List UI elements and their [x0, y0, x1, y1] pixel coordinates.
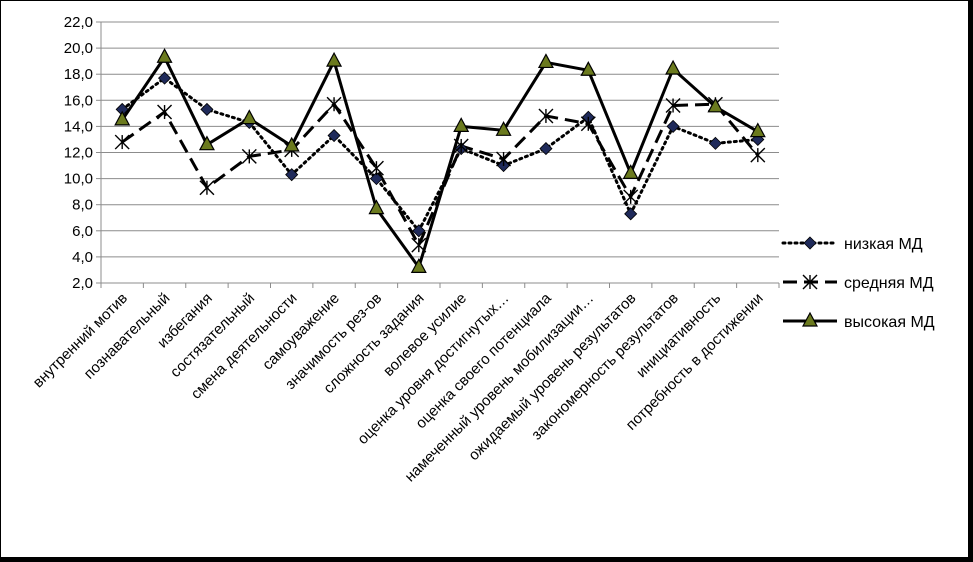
data-point-series-3	[622, 164, 639, 179]
data-point-series-1	[412, 224, 426, 238]
data-point-series-3	[707, 97, 724, 113]
data-point-series-2	[157, 104, 173, 120]
data-point-series-1	[327, 128, 341, 143]
data-point-series-3	[453, 117, 470, 132]
y-tick-label: 22,0	[64, 14, 93, 31]
series-line-2	[121, 101, 759, 249]
data-point-series-3	[368, 199, 385, 215]
data-point-series-2	[453, 138, 469, 154]
data-point-series-1	[200, 102, 214, 117]
legend-marker-3	[801, 311, 819, 327]
data-point-series-2	[580, 116, 596, 132]
data-point-series-2	[750, 147, 766, 163]
data-point-series-2	[199, 180, 215, 196]
data-point-series-1	[369, 172, 384, 186]
data-point-series-3	[749, 122, 766, 138]
y-tick-label: 20,0	[64, 40, 93, 57]
data-point-series-3	[241, 109, 258, 125]
data-point-series-2	[623, 189, 639, 205]
data-point-series-3	[114, 110, 131, 126]
data-point-series-1	[157, 71, 172, 85]
data-point-series-2	[411, 237, 427, 253]
data-point-series-3	[580, 61, 597, 76]
data-point-series-3	[410, 258, 427, 273]
data-point-series-3	[156, 47, 173, 63]
data-point-series-2	[368, 160, 384, 176]
data-point-series-2	[241, 148, 257, 164]
data-point-series-1	[666, 119, 680, 133]
legend-label-3: высокая МД	[844, 314, 935, 331]
y-tick-label: 4,0	[72, 249, 93, 266]
data-point-series-3	[198, 135, 215, 151]
data-point-series-3	[283, 136, 300, 152]
y-tick-label: 14,0	[64, 118, 93, 135]
y-tick-label: 8,0	[72, 197, 93, 214]
y-tick-label: 6,0	[72, 223, 93, 240]
series-line-3	[120, 54, 759, 271]
y-tick-label: 18,0	[64, 66, 93, 83]
data-point-series-3	[326, 51, 343, 67]
data-point-series-1	[539, 142, 553, 156]
y-tick-label: 12,0	[64, 145, 93, 162]
legend-marker-2	[802, 274, 818, 290]
legend-marker-1	[803, 236, 817, 250]
data-point-series-1	[624, 207, 638, 221]
y-tick-label: 16,0	[64, 92, 93, 109]
data-point-series-2	[326, 96, 342, 112]
data-point-series-2	[538, 108, 554, 124]
data-point-series-2	[496, 151, 512, 167]
legend-label-2: средняя МД	[844, 275, 934, 292]
y-tick-label: 2,0	[72, 275, 93, 292]
data-point-series-3	[537, 53, 554, 69]
legend-label-1: низкая МД	[844, 236, 923, 253]
data-point-series-2	[114, 134, 130, 150]
data-point-series-1	[285, 168, 299, 182]
y-tick-label: 10,0	[64, 171, 93, 188]
data-point-series-3	[495, 121, 512, 136]
data-point-series-1	[708, 136, 723, 150]
data-point-series-3	[665, 59, 682, 75]
series-line-1	[120, 76, 760, 234]
data-point-series-2	[665, 98, 681, 114]
